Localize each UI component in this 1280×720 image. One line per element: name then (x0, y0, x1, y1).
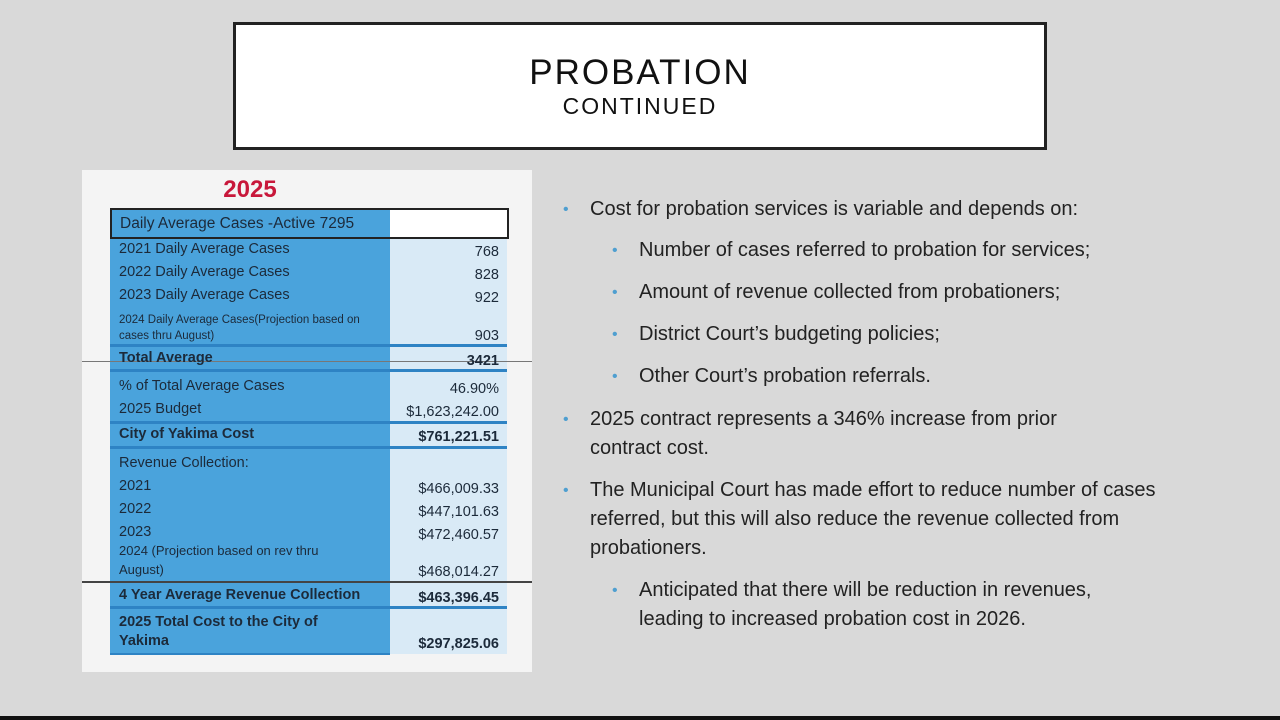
table-row-total: Total Average 3421 (110, 349, 507, 369)
slide-subtitle: CONTINUED (562, 93, 718, 119)
row-value: $447,101.63 (418, 503, 499, 520)
row-label: 4 Year Average Revenue Collection (119, 587, 361, 603)
row-value: 903 (474, 328, 499, 344)
bullet-text: Cost for probation services is variable … (590, 198, 1079, 220)
sub-bullet: • Number of cases referred to probation f… (612, 236, 1172, 265)
divider (110, 606, 507, 609)
table-row: 2022 Daily Average Cases 828 (110, 263, 507, 283)
bullet-text: Other Court’s probation referrals. (639, 365, 931, 387)
row-value: $468,014.27 (418, 564, 499, 580)
bullet-text: Amount of revenue collected from probati… (639, 281, 1061, 303)
divider (82, 361, 532, 362)
row-label: 2023 (119, 524, 152, 540)
table-row-city-cost: City of Yakima Cost $761,221.51 (110, 425, 507, 445)
row-value: 828 (474, 266, 499, 283)
row-label: 2025 Total Cost to the City of Yakima (119, 613, 318, 650)
table-row: 2023 $472,460.57 (110, 523, 507, 543)
sub-bullet: • Anticipated that there will be reductio… (612, 576, 1157, 634)
row-label: City of Yakima Cost (119, 426, 255, 442)
row-value: 922 (474, 289, 499, 306)
divider (110, 446, 507, 449)
table-row-average-revenue: 4 Year Average Revenue Collection $463,39… (110, 586, 507, 606)
table-row: 2025 Budget $1,623,242.00 (110, 400, 507, 420)
row-label: 2024 Daily Average Cases(Projection base… (119, 313, 360, 342)
table-header-label: Daily Average Cases -Active 7295 (112, 210, 390, 237)
bullet-icon: • (612, 368, 618, 385)
row-value: 768 (474, 243, 499, 260)
row-label: 2024 (Projection based on rev thru Augus… (119, 543, 319, 578)
table-row: 2021 Daily Average Cases 768 (110, 240, 507, 260)
divider (110, 369, 507, 372)
row-label: 2023 Daily Average Cases (119, 287, 290, 303)
table-row: 2023 Daily Average Cases 922 (110, 286, 507, 306)
divider (110, 421, 507, 424)
table-header: Daily Average Cases -Active 7295 (110, 208, 509, 239)
table-row: 2024 (Projection based on rev thru Augus… (110, 542, 507, 580)
bullet-text: 2025 contract represents a 346% increase… (590, 408, 1057, 459)
bullet-icon: • (612, 326, 618, 343)
row-label: 2021 Daily Average Cases (119, 241, 290, 257)
table-row: % of Total Average Cases 46.90% (110, 377, 507, 397)
table-row: 2021 $466,009.33 (110, 477, 507, 497)
table-year: 2025 (223, 176, 277, 203)
sub-bullet: • Other Court’s probation referrals. (612, 362, 1172, 391)
row-label: 2022 (119, 501, 152, 517)
bullet-icon: • (612, 582, 618, 599)
row-label: % of Total Average Cases (119, 378, 285, 394)
row-value: $466,009.33 (418, 480, 499, 497)
value-column (390, 208, 507, 654)
row-label: Total Average (119, 350, 213, 366)
table-row: Revenue Collection: (110, 454, 507, 474)
row-value: 46.90% (449, 380, 499, 397)
bottom-bar (0, 716, 1280, 720)
bullet: • Cost for probation services is variable… (563, 195, 1183, 224)
bullet-icon: • (612, 284, 618, 301)
row-label: 2021 (119, 478, 152, 494)
divider (110, 344, 507, 347)
row-value: $761,221.51 (418, 428, 499, 445)
row-label: Revenue Collection: (119, 455, 249, 471)
table-row: 2022 $447,101.63 (110, 500, 507, 520)
row-value: $1,623,242.00 (406, 403, 499, 420)
table-row-total-cost: 2025 Total Cost to the City of Yakima $29… (110, 610, 507, 652)
divider (110, 653, 390, 655)
row-value: $472,460.57 (418, 526, 499, 543)
sub-bullet: • Amount of revenue collected from probat… (612, 278, 1172, 307)
bullet: • 2025 contract represents a 346% increas… (563, 405, 1123, 463)
bullet-text: Number of cases referred to probation fo… (639, 239, 1091, 261)
bullet-icon: • (563, 411, 569, 428)
row-value: 3421 (466, 352, 499, 369)
bullet-text: Anticipated that there will be reduction… (639, 579, 1092, 630)
bullet-text: District Court’s budgeting policies; (639, 323, 940, 345)
sub-bullet: • District Court’s budgeting policies; (612, 320, 1172, 349)
bullet-icon: • (563, 482, 569, 499)
bullet-icon: • (612, 242, 618, 259)
label-column (110, 208, 390, 654)
slide-title: PROBATION (529, 53, 751, 92)
row-label: 2022 Daily Average Cases (119, 264, 290, 280)
table-row: 2024 Daily Average Cases(Projection base… (110, 310, 507, 344)
table-header-blank (390, 210, 507, 237)
title-box: PROBATION CONTINUED (233, 22, 1047, 150)
bullet-icon: • (563, 201, 569, 218)
cost-table-image: 2025 Daily Average Cases -Active 7295 20… (82, 170, 532, 672)
bullet: • The Municipal Court has made effort to … (563, 476, 1173, 563)
row-label: 2025 Budget (119, 401, 202, 417)
bullet-text: The Municipal Court has made effort to r… (590, 479, 1156, 559)
row-value: $463,396.45 (418, 589, 499, 606)
row-value: $297,825.06 (418, 636, 499, 652)
divider (82, 581, 532, 583)
